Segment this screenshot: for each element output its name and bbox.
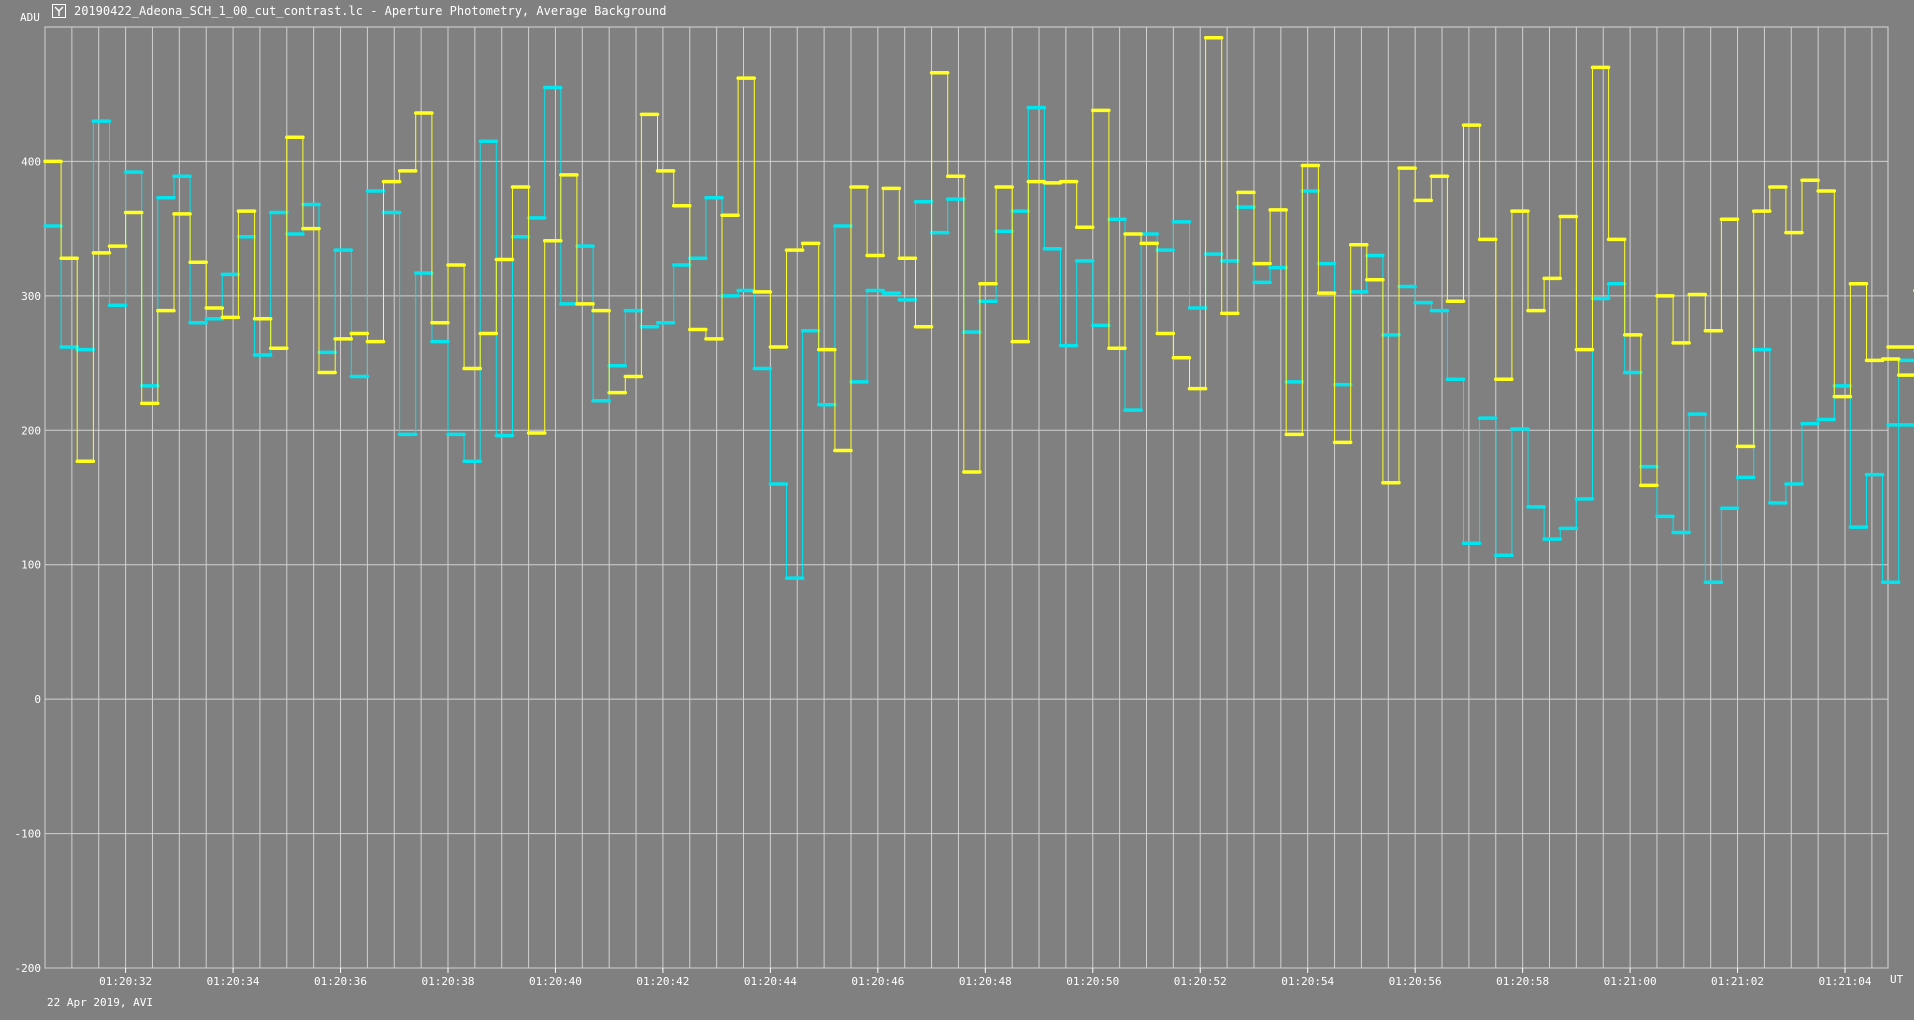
- grid-lines: [44, 26, 1889, 969]
- y-tick-label: 300: [21, 290, 41, 303]
- x-tick-label: 01:20:58: [1496, 975, 1549, 988]
- x-tick-label: 01:20:38: [421, 975, 474, 988]
- x-tick-label: 01:20:44: [744, 975, 797, 988]
- x-tick-label: 01:21:00: [1604, 975, 1657, 988]
- axis-tick-labels: -200 -100 0 100 200 300 400 01:20:32 01:20:34 01:…: [15, 155, 1872, 988]
- x-tick-label: 01:20:46: [851, 975, 904, 988]
- x-tick-label: 01:20:56: [1389, 975, 1442, 988]
- series-lines: [43, 36, 1914, 584]
- x-tick-label: 01:20:40: [529, 975, 582, 988]
- plot-frame: [44, 26, 1889, 969]
- x-tick-label: 01:21:04: [1819, 975, 1872, 988]
- series-line: [45, 37, 1914, 486]
- y-tick-label: -100: [15, 828, 42, 841]
- y-tick-label: 200: [21, 424, 41, 437]
- y-tick-label: 0: [34, 693, 41, 706]
- x-tick-label: 01:20:36: [314, 975, 367, 988]
- x-axis-label: UT: [1890, 973, 1904, 986]
- series-0: [43, 85, 1914, 584]
- date-format-label: 22 Apr 2019, AVI: [47, 996, 153, 1009]
- x-tick-label: 01:21:02: [1711, 975, 1764, 988]
- x-tick-label: 01:20:32: [99, 975, 152, 988]
- x-tick-label: 01:20:54: [1281, 975, 1334, 988]
- x-tick-label: 01:20:48: [959, 975, 1012, 988]
- window-title: 20190422_Adeona_SCH_1_00_cut_contrast.lc…: [74, 4, 667, 18]
- x-tick-label: 01:20:50: [1066, 975, 1119, 988]
- x-tick-label: 01:20:42: [636, 975, 689, 988]
- y-tick-label: -200: [15, 962, 42, 975]
- series-1: [43, 36, 1914, 488]
- y-axis-label: ADU: [20, 11, 40, 24]
- x-tick-label: 01:20:52: [1174, 975, 1227, 988]
- x-tick-label: 01:20:34: [207, 975, 260, 988]
- y-tick-label: 400: [21, 155, 41, 168]
- y-tick-label: 100: [21, 559, 41, 572]
- sun-glyph-icon[interactable]: [52, 4, 66, 18]
